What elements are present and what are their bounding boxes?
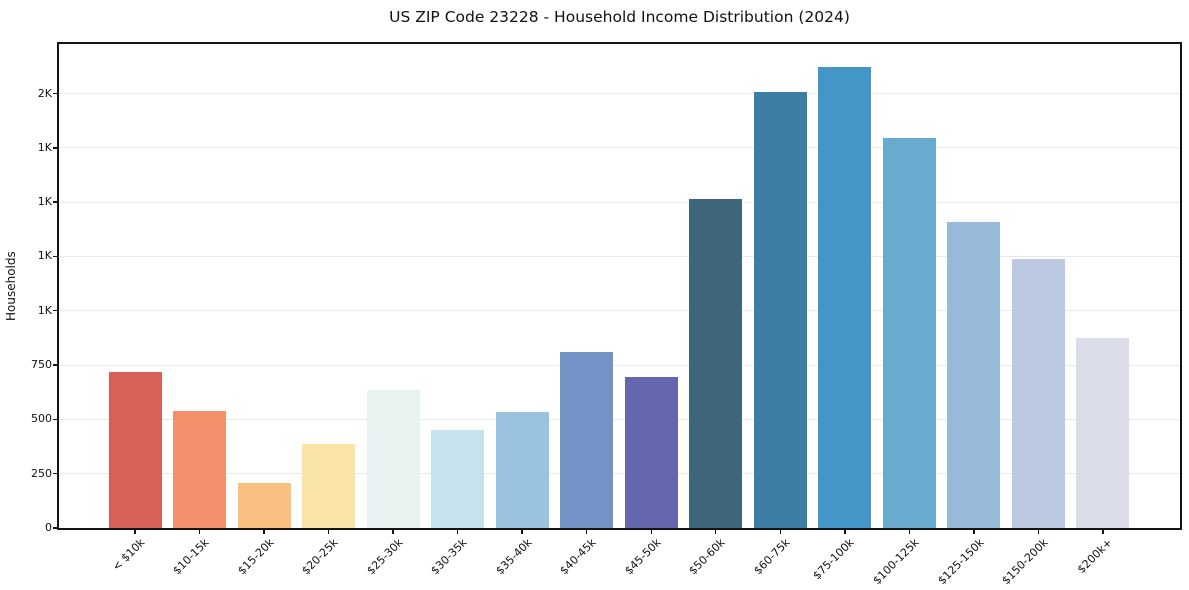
bar-15-20k [237,483,291,528]
x-tick-mark [521,529,523,534]
y-tick-mark [53,92,58,95]
gridline [59,364,1180,366]
bar-60-75k [753,92,807,528]
y-axis-label: Households [4,251,18,321]
x-tick-mark [1037,529,1040,534]
y-tick-mark [53,364,58,366]
gridline [59,201,1180,203]
y-tick-mark [53,418,58,421]
gridline [59,418,1180,420]
gridline [59,147,1180,149]
x-tick-label: $40-45k [557,536,599,578]
y-tick-label: 1K [37,303,52,317]
x-tick-label: $100-125k [870,536,922,588]
bar-40-45k [560,352,614,528]
x-tick-mark [908,529,911,534]
bar-50-60k [689,198,743,528]
bar-75-100k [818,67,872,528]
gridline [59,255,1180,257]
x-tick-label: $20-25k [299,536,341,578]
y-tick-label: 1K [37,195,52,209]
x-tick-mark [586,529,588,534]
x-tick-mark [779,529,781,534]
x-tick-label: $10-15k [170,536,212,578]
y-tick-label: 250 [31,466,52,480]
y-tick-label: 750 [31,358,52,372]
x-tick-label: $50-60k [686,536,728,578]
bar-10k [108,371,162,528]
x-tick-label: $75-100k [810,536,858,583]
y-tick-label: 1K [37,140,52,154]
gridline [59,473,1180,475]
y-tick-label: 1K [37,249,52,263]
x-tick-mark [1102,529,1104,534]
x-tick-label: $25-30k [364,536,406,578]
x-tick-mark [973,529,975,534]
x-tick-mark [327,529,330,534]
x-tick-mark [134,529,136,534]
bar-45-50k [624,377,678,528]
gridline [59,310,1180,312]
x-tick-mark [650,529,652,534]
chart-title: US ZIP Code 23228 - Household Income Dis… [389,8,850,26]
x-tick-label: < $10k [109,536,148,574]
y-tick-label: 500 [31,412,52,426]
x-tick-label: $45-50k [622,536,664,578]
x-tick-label: $125-150k [934,536,987,588]
y-tick-mark [53,147,58,149]
plot-area [59,44,1180,528]
x-tick-mark [715,529,717,534]
y-tick-mark [53,255,58,258]
x-tick-label: $35-40k [493,536,535,578]
bar-200k [1076,337,1130,528]
x-tick-mark [456,529,459,534]
x-tick-mark [198,529,201,534]
y-tick-label: 0 [45,521,52,534]
x-tick-label: $150-200k [999,536,1051,588]
bar-20-25k [302,444,356,528]
bar-25-30k [366,390,420,528]
x-tick-label: $60-75k [751,536,793,578]
bar-150-200k [1011,258,1065,528]
bar-125-150k [947,221,1001,528]
x-tick-mark [844,529,846,534]
y-tick-label: 2K [37,86,52,100]
bar-100-125k [882,138,936,528]
bar-35-40k [495,411,549,528]
x-tick-label: $15-20k [234,536,277,578]
x-tick-label: $30-35k [428,536,470,578]
x-tick-mark [263,529,265,534]
x-tick-mark [392,529,394,534]
gridline [59,93,1180,95]
bar-30-35k [431,430,485,528]
y-tick-mark [53,472,58,475]
x-tick-label: $200k+ [1075,536,1116,577]
bar-10-15k [173,410,227,528]
y-tick-mark [53,527,58,529]
y-tick-mark [53,201,58,203]
y-tick-mark [53,310,58,312]
